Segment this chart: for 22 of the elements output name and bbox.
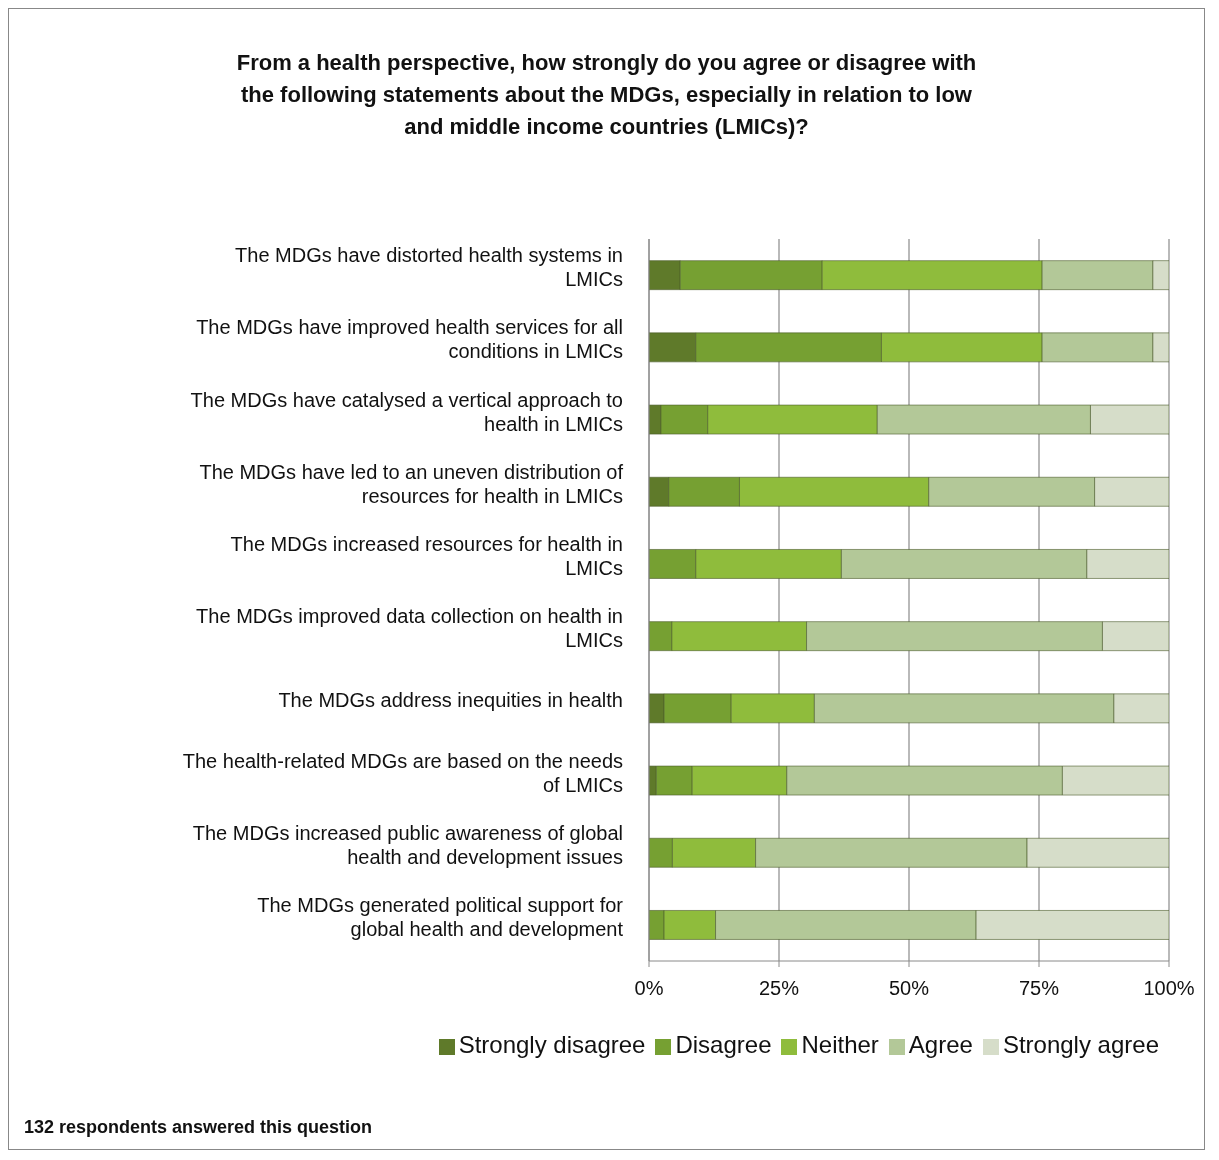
y-tick-label: The MDGs increased public awareness of global health and development issues xyxy=(192,821,623,868)
y-tick-label: The MDGs have catalysed a vertical approach to health in LMICs xyxy=(190,388,623,435)
y-tick-label: The MDGs have distorted health systems in LMICs xyxy=(235,244,623,291)
legend-label: Agree xyxy=(908,1031,973,1058)
y-tick-label: The MDGs improved data collection on health in LMICs xyxy=(196,605,623,652)
x-tick-label: 75% xyxy=(1018,977,1060,1000)
legend-label: Disagree xyxy=(675,1031,772,1058)
y-tick-label: The MDGs have led to an uneven distribution of resources for health in LMICs xyxy=(199,460,624,507)
legend-label: Neither xyxy=(801,1031,879,1058)
legend-label: Strongly disagree xyxy=(458,1031,646,1058)
y-tick-label: The MDGs address inequities in health xyxy=(278,689,623,712)
y-tick-label: The health-related MDGs are based on the needs of LMICs xyxy=(182,749,623,796)
x-tick-label: 25% xyxy=(758,977,800,1000)
text: 132 respondents answered this question xyxy=(24,1117,373,1138)
y-tick-label: The MDGs increased resources for health in LMICs xyxy=(230,533,623,580)
chart-title: From a health perspective, how strongly do you agree or disagree with the following statements about the MDGs, especially in relation to low and middle income countries (LMICs)? xyxy=(235,49,978,141)
x-tick-label: 50% xyxy=(888,977,930,1000)
y-tick-label: The MDGs have improved health services for all conditions in LMICs xyxy=(196,316,623,363)
legend-label: Strongly agree xyxy=(1002,1031,1159,1058)
x-tick-label: 0% xyxy=(634,977,664,1000)
y-tick-label: The MDGs generated political support for global health and development xyxy=(257,894,624,941)
x-tick-label: 100% xyxy=(1143,977,1195,1000)
